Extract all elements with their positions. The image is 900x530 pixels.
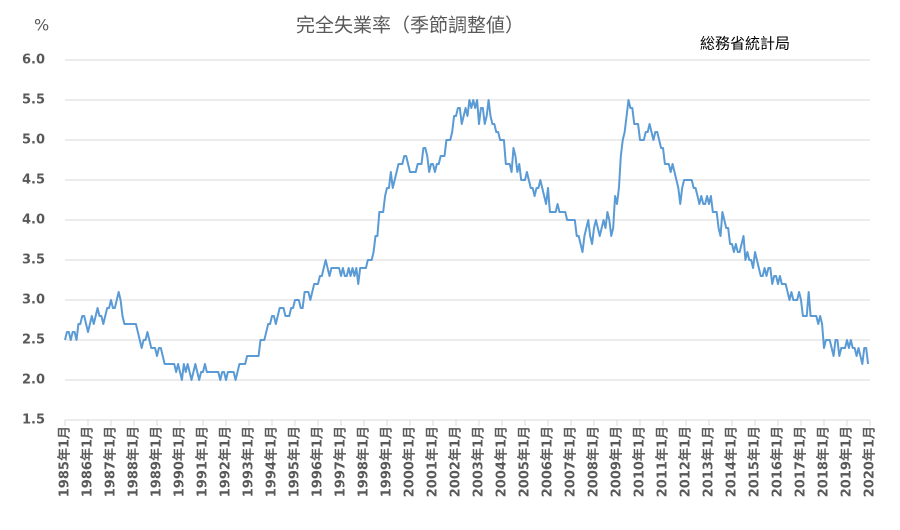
y-tick-label: 4.0 (22, 213, 45, 228)
x-tick-label: 2020年1月 (862, 426, 878, 497)
x-tick-label: 2017年1月 (793, 426, 809, 497)
y-tick-label: 2.5 (22, 333, 45, 348)
y-tick-label: 5.0 (22, 133, 45, 148)
chart-title: 完全失業率（季節調整値） (296, 15, 524, 37)
x-tick-label: 1999年1月 (379, 426, 395, 497)
x-tick-label: 1994年1月 (264, 426, 280, 497)
x-tick-label: 1995年1月 (287, 426, 303, 497)
x-tick-label: 1988年1月 (126, 426, 142, 497)
x-tick-label: 1996年1月 (310, 426, 326, 497)
x-tick-label: 2005年1月 (517, 426, 533, 497)
x-tick-label: 2015年1月 (747, 426, 763, 497)
x-tick-label: 1991年1月 (195, 426, 211, 497)
x-tick-label: 1998年1月 (356, 426, 372, 497)
x-tick-label: 1992年1月 (218, 426, 234, 497)
y-tick-label: 3.0 (22, 293, 45, 308)
y-tick-label: 6.0 (22, 53, 45, 68)
x-tick-label: 1990年1月 (172, 426, 188, 497)
x-tick-label: 2013年1月 (701, 426, 717, 497)
x-tick-label: 1986年1月 (80, 426, 96, 497)
x-tick-label: 2010年1月 (632, 426, 648, 497)
x-tick-label: 2006年1月 (540, 426, 556, 497)
x-tick-label: 2002年1月 (448, 426, 464, 497)
x-tick-label: 2009年1月 (609, 426, 625, 497)
x-tick-label: 2007年1月 (563, 426, 579, 497)
y-tick-label: 4.5 (22, 173, 45, 188)
x-tick-label: 2012年1月 (678, 426, 694, 497)
x-tick-label: 1993年1月 (241, 426, 257, 497)
y-tick-label: 1.5 (22, 413, 45, 428)
data-line (64, 99, 870, 381)
source-note: 総務省統計局 (700, 35, 790, 53)
x-tick-label: 1989年1月 (149, 426, 165, 497)
x-tick-label: 1987年1月 (103, 426, 119, 497)
x-tick-label: 2000年1月 (402, 426, 418, 497)
x-tick-label: 2001年1月 (425, 426, 441, 497)
y-tick-label: 2.0 (22, 373, 45, 388)
x-tick-label: 2008年1月 (586, 426, 602, 497)
x-tick-label: 2014年1月 (724, 426, 740, 497)
x-tick-label: 1985年1月 (57, 426, 73, 497)
x-tick-label: 2019年1月 (839, 426, 855, 497)
x-tick-label: 2004年1月 (494, 426, 510, 497)
y-axis-label: % (34, 16, 49, 35)
x-tick-label: 2016年1月 (770, 426, 786, 497)
x-tick-label: 2018年1月 (816, 426, 832, 497)
y-tick-label: 5.5 (22, 93, 45, 108)
x-tick-label: 2003年1月 (471, 426, 487, 497)
x-tick-label: 1997年1月 (333, 426, 349, 497)
x-tick-label: 2011年1月 (655, 426, 671, 497)
y-tick-label: 3.5 (22, 253, 45, 268)
